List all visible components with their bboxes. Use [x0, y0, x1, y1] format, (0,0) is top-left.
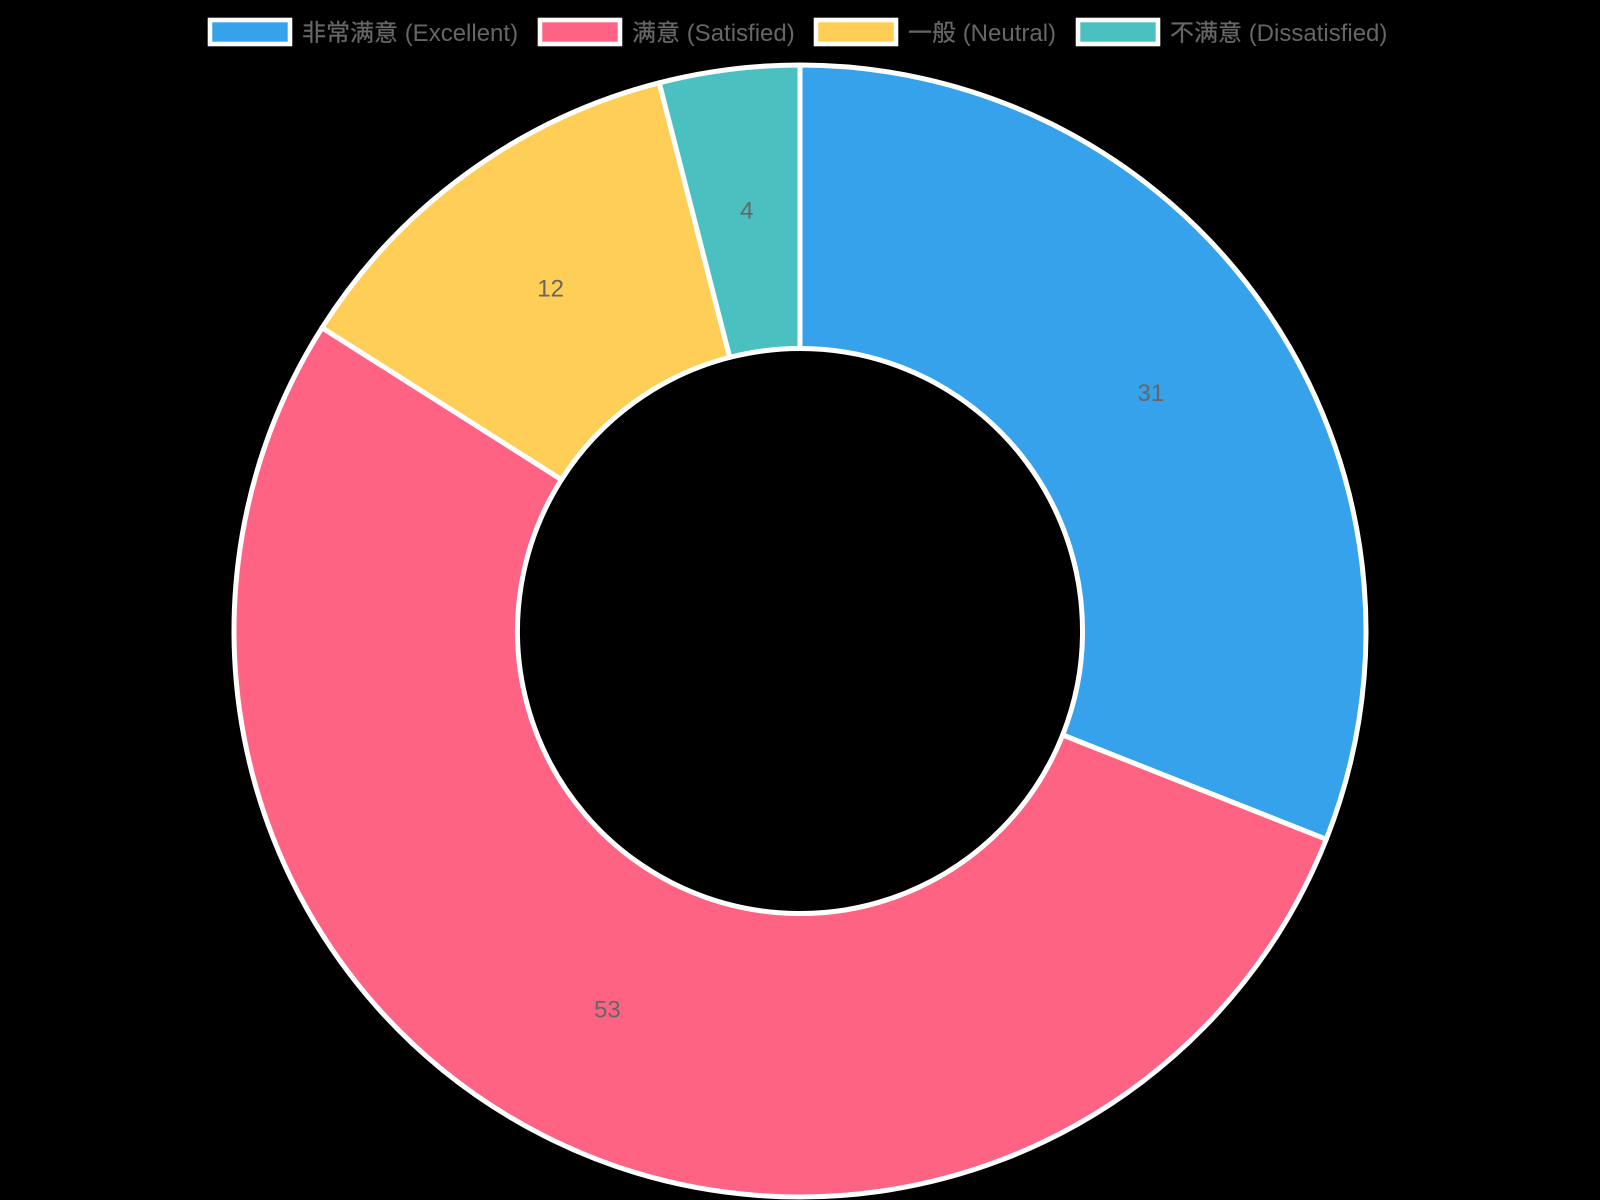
svg-text:4: 4	[740, 198, 753, 225]
svg-text:31: 31	[1138, 380, 1165, 407]
svg-text:12: 12	[537, 275, 564, 302]
svg-text:53: 53	[594, 997, 621, 1024]
svg-text:(Neutral): (Neutral)	[963, 20, 1056, 47]
svg-text:(Satisfied): (Satisfied)	[687, 20, 795, 47]
svg-text:(Excellent): (Excellent)	[405, 20, 518, 47]
svg-text:(Dissatisfied): (Dissatisfied)	[1249, 20, 1388, 47]
